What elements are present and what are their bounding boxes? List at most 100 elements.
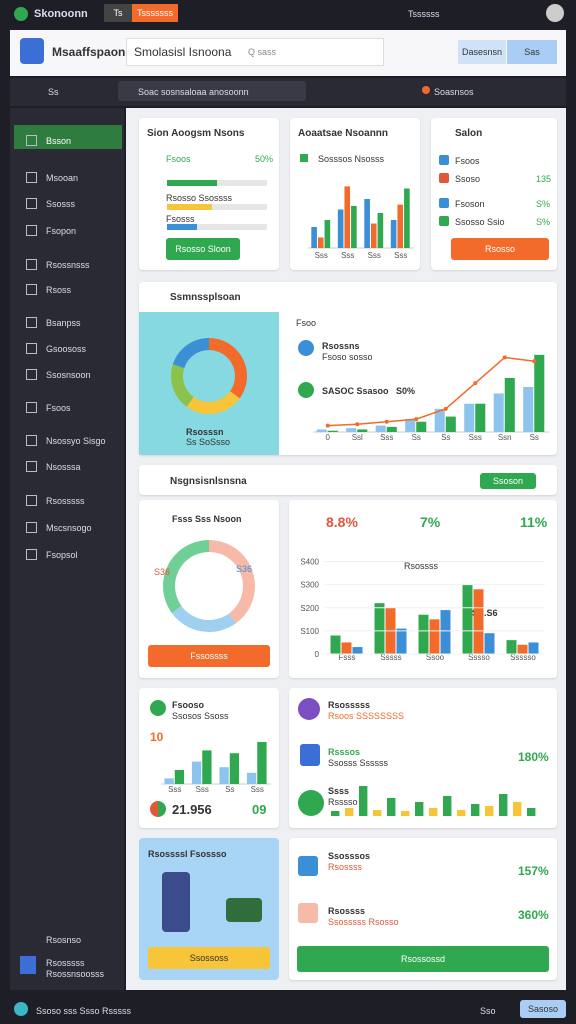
bar [374, 603, 385, 654]
top-link[interactable]: Tssssss [408, 9, 440, 19]
bar [418, 614, 429, 654]
tab[interactable]: Tsssssss [132, 4, 178, 22]
nav-item[interactable]: Bsson [46, 136, 72, 146]
card-button[interactable]: Rsosso Sloon [166, 238, 240, 260]
x-tick-label: Ssn [498, 433, 512, 442]
x-tick-label: Sssss [380, 653, 401, 662]
row-sub: Ssosssss Rsosso [328, 917, 399, 927]
row-value: 360% [518, 908, 549, 922]
card-title: Salon [455, 128, 483, 139]
promo-button[interactable]: Ssossoss [148, 947, 270, 969]
nav-item[interactable]: Rsoss [46, 285, 72, 295]
row-value: 50% [255, 154, 274, 164]
bar [471, 804, 480, 816]
gauge-chart [163, 540, 255, 632]
gauge-label: S36 [236, 564, 253, 574]
row-value: S% [536, 217, 551, 227]
header-title: Msaaffspaonl [52, 45, 129, 59]
x-tick-label: Sss [315, 251, 328, 260]
nav-icon [26, 225, 37, 236]
bar [352, 647, 363, 654]
nav-item[interactable]: Ssosss [46, 199, 76, 209]
card-button[interactable]: Rsossossd [297, 946, 549, 972]
card-icon [298, 698, 320, 720]
bar [405, 419, 416, 432]
toolbar-status: Soasnsos [434, 87, 474, 97]
status-icon [14, 1002, 28, 1016]
bar [429, 808, 438, 816]
progress-bar [167, 180, 217, 186]
header-button[interactable]: Sas [507, 40, 557, 64]
bar [330, 635, 341, 654]
header-button[interactable]: Dasesnsn [458, 40, 506, 64]
nav-item[interactable]: Rsossnsss [46, 260, 90, 270]
nav-item[interactable]: Fsoos [46, 403, 71, 413]
search-box[interactable] [126, 38, 384, 66]
nav-icon [26, 369, 37, 380]
x-tick-label: Sss [196, 785, 209, 794]
combo-chart: 0 Ssl Sss Ss Ss Sss Ssn Ss [313, 354, 549, 442]
item-label: SASOC Ssasoo [322, 386, 389, 396]
legend: Sosssos Nsosss [318, 154, 385, 164]
y-tick-label: 0 [315, 650, 320, 659]
card-button[interactable]: Fssossss [148, 645, 270, 667]
card-title: Aoaatsae Nsoannn [298, 128, 389, 139]
section-title: Nsgnsisnlsnsna [170, 476, 247, 487]
status-text: Ssoso sss Ssso Rsssss [36, 1006, 132, 1016]
progress-track [167, 204, 267, 210]
search-placeholder: Q sass [248, 47, 277, 57]
bar [473, 589, 484, 654]
nav-item[interactable]: Bsanpss [46, 318, 81, 328]
bar [344, 186, 351, 248]
bar [506, 640, 517, 654]
card-button[interactable]: Rsosso [451, 238, 549, 260]
avatar[interactable] [546, 4, 564, 22]
sidebar-footer[interactable]: Rsosnso [46, 935, 82, 945]
bar [386, 426, 397, 432]
bar [317, 237, 324, 248]
row-label: Fsoos [166, 154, 191, 164]
promo-title: Rsossssl Fsossso [148, 849, 227, 859]
ring-segment [172, 338, 209, 368]
bar-chart: Fsss Sssss Ssoo Sssso Ssssso 0 S100 S200 S300 S40… [300, 558, 545, 662]
bar [337, 209, 344, 248]
nav-item[interactable]: Rsosssss [46, 496, 85, 506]
ring-segment [209, 540, 255, 624]
nav-item[interactable]: Fsopon [46, 226, 77, 236]
nav-item[interactable]: Gsoososs [46, 344, 87, 354]
line-point [443, 406, 448, 411]
sidebar-footer[interactable]: Rsosssss Rsossnsoosss [46, 958, 105, 979]
bar [504, 378, 515, 432]
bar [164, 778, 174, 784]
bar [351, 206, 357, 248]
x-tick-label: Sss [251, 785, 264, 794]
nav-item[interactable]: Fsopsol [46, 550, 78, 560]
nav-item[interactable]: Mscsnsogo [46, 523, 92, 533]
card-title: Sion Aoogsm Nsons [147, 128, 245, 139]
y-tick-label: S200 [300, 604, 319, 613]
bar [396, 628, 407, 654]
bar [316, 429, 327, 432]
section-action[interactable]: Ssoson [480, 473, 536, 489]
nav-item[interactable]: Nsosssa [46, 462, 81, 472]
toolbar-search[interactable] [118, 81, 306, 101]
kpi: 11% [520, 514, 548, 530]
item-value: S0% [396, 386, 416, 396]
bar [373, 810, 382, 816]
bar [191, 761, 202, 784]
status-button[interactable]: Sasoso [520, 1000, 566, 1018]
nav-item[interactable]: Ssosnsoon [46, 370, 91, 380]
bar [359, 786, 368, 816]
chart-title: Fsoo [296, 318, 317, 328]
nav-item[interactable]: Nsossyo Sisgo [46, 436, 106, 446]
card-sub: Ssosos Ssoss [172, 711, 229, 721]
x-tick-label: Ss [225, 785, 234, 794]
bar [527, 808, 536, 816]
nav-icon [26, 172, 37, 183]
tab-icon[interactable]: Ts [104, 4, 132, 22]
row-label: Ssosso Ssio [455, 217, 505, 227]
row-icon [439, 216, 449, 226]
nav-item[interactable]: Msooan [46, 173, 79, 183]
donut-chart [171, 338, 247, 414]
x-tick-label: 0 [326, 433, 331, 442]
